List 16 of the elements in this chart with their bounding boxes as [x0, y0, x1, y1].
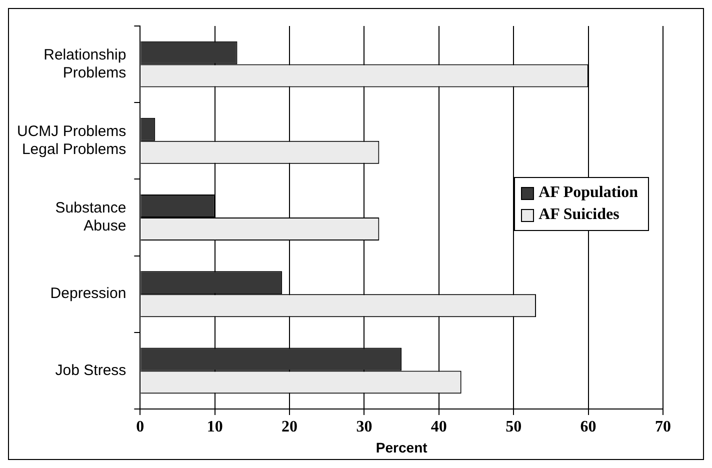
x-tick-label: 10 — [206, 418, 223, 436]
legend-label: AF Population — [538, 183, 638, 203]
y-tick-label: Depression — [50, 285, 126, 302]
x-tick-label: 60 — [580, 418, 596, 436]
y-tick-label: Relationship Problems — [44, 46, 126, 82]
y-tick-label: UCMJ Problems Legal Problems — [16, 123, 126, 158]
y-tick-label: Substance Abuse — [55, 200, 126, 235]
x-tick-label: 70 — [655, 418, 671, 436]
x-axis-title: Percent — [376, 439, 428, 456]
x-tick-label: 20 — [282, 418, 298, 436]
legend-label: AF Suicides — [538, 205, 620, 225]
x-tick-label: 50 — [506, 418, 522, 436]
x-tick-label: 0 — [136, 418, 144, 436]
y-tick-label: Job Stress — [55, 362, 126, 379]
x-tick-label: 40 — [430, 418, 447, 436]
x-tick-label: 30 — [356, 418, 372, 436]
